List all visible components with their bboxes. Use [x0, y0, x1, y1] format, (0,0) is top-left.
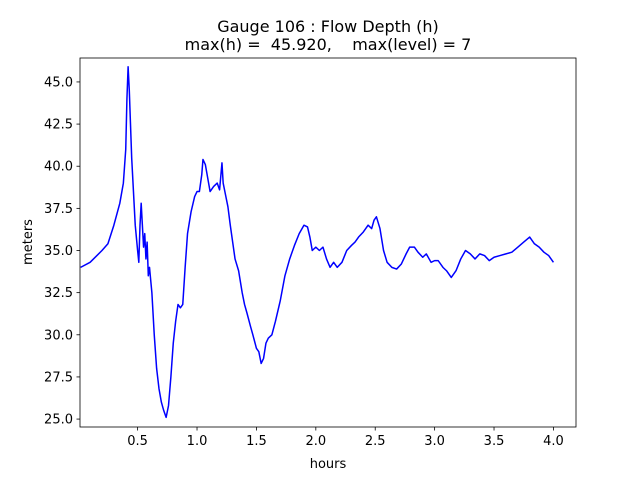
- x-tick-label: 0.5: [127, 434, 148, 449]
- y-axis-label: meters: [21, 219, 36, 265]
- y-tick-label: 37.5: [44, 202, 73, 217]
- x-axis-label: hours: [310, 457, 347, 472]
- chart-subtitle: max(h) = 45.920, max(level) = 7: [185, 35, 472, 54]
- y-tick-label: 40.0: [44, 160, 73, 175]
- x-tick-label: 3.5: [484, 434, 505, 449]
- plot-frame: [79, 57, 577, 428]
- y-tick-label: 42.5: [44, 118, 73, 133]
- y-tick-label: 25.0: [44, 413, 73, 428]
- chart-title: Gauge 106 : Flow Depth (h): [217, 17, 439, 36]
- y-tick-label: 45.0: [44, 75, 73, 90]
- x-tick-label: 1.0: [187, 434, 208, 449]
- x-tick-label: 1.5: [246, 434, 267, 449]
- x-tick-label: 2.0: [305, 434, 326, 449]
- y-tick-label: 32.5: [44, 286, 73, 301]
- y-tick-label: 35.0: [44, 244, 73, 259]
- x-tick-label: 4.0: [543, 434, 564, 449]
- data-line: [80, 66, 555, 419]
- y-tick-label: 30.0: [44, 328, 73, 343]
- y-tick-label: 27.5: [44, 370, 73, 385]
- x-tick-label: 3.0: [424, 434, 445, 449]
- x-tick-label: 2.5: [365, 434, 386, 449]
